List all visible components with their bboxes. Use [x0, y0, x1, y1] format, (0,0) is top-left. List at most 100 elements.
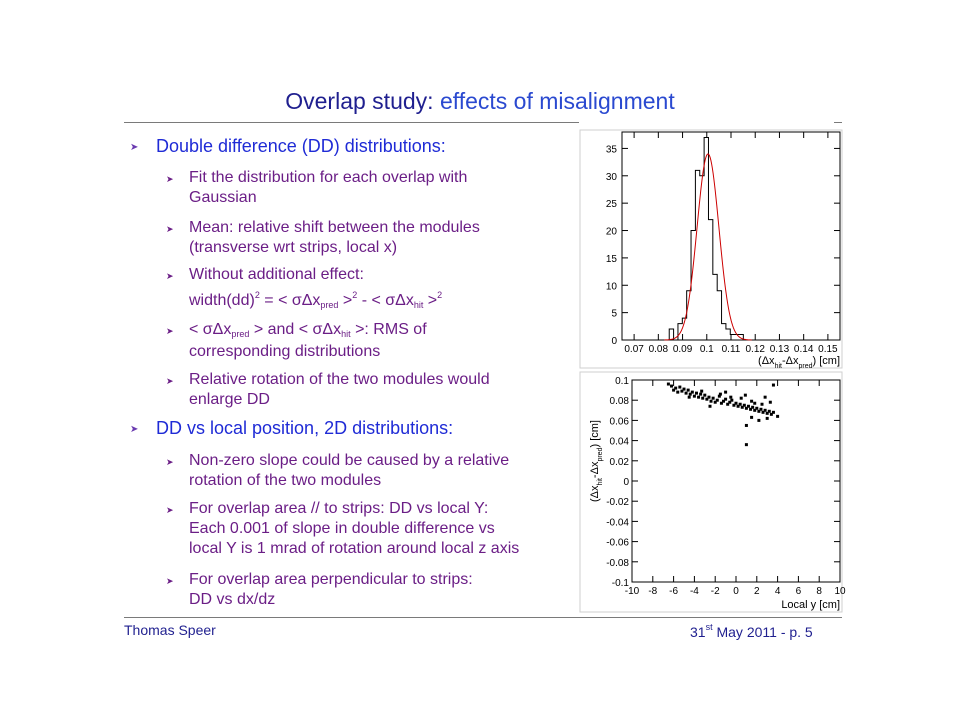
x-tick-label: -10	[625, 586, 640, 597]
bullet-arrow-icon: ➤	[166, 576, 174, 586]
y-tick-label: -0.08	[606, 558, 629, 569]
scatter-point	[736, 404, 740, 408]
scatter-point	[734, 401, 738, 405]
subbullet-line: For overlap area perpendicular to strips…	[189, 571, 473, 588]
y-tick-label: 0.02	[610, 457, 630, 468]
scatter-point	[768, 400, 772, 404]
scatter-point	[776, 414, 780, 418]
x-tick-label: -8	[648, 586, 657, 597]
bullet-arrow-icon: ➤	[166, 326, 174, 336]
subbullet-line: Each 0.001 of slope in double difference…	[189, 520, 495, 537]
scatter-point	[674, 386, 678, 390]
scatter-point	[759, 407, 763, 411]
scatter-point	[699, 392, 703, 396]
scatter-point	[763, 395, 767, 399]
bullet-arrow-icon: ➤	[166, 174, 174, 184]
slide-title: Overlap study: effects of misalignment	[0, 88, 960, 115]
scatter-point	[755, 406, 759, 410]
scatter-point	[711, 396, 715, 400]
formula-sub: hit	[341, 329, 351, 339]
scatter-frame	[579, 371, 843, 613]
bullet-text: DD vs local position, 2D distributions:	[156, 418, 454, 438]
scatter-point	[682, 387, 686, 391]
formula-part: - < σΔx	[357, 292, 414, 309]
scatter-point	[743, 393, 747, 397]
x-tick-label: 0.1	[700, 344, 714, 355]
formula-part: >	[338, 292, 353, 309]
scatter-point	[726, 402, 730, 406]
scatter-point	[686, 388, 690, 392]
gaussian-fit-curve	[664, 153, 752, 341]
title-part-1: Overlap study:	[285, 88, 440, 114]
scatter-point	[753, 401, 757, 405]
scatter-point	[760, 402, 764, 406]
y-tick-label: 20	[606, 227, 618, 238]
scatter-point	[765, 416, 769, 420]
bullet-text: Double difference (DD) distributions:	[156, 136, 446, 156]
subbullet-line: Non-zero slope could be caused by a rela…	[189, 452, 510, 469]
scatter-point	[749, 407, 753, 411]
y-tick-label: 0	[611, 336, 617, 347]
formula-sup: 2	[437, 290, 443, 300]
scatter-point	[692, 394, 696, 398]
y-tick-label: -0.04	[606, 517, 629, 528]
formula-part: >: RMS of	[350, 321, 427, 338]
y-tick-label: 0.08	[610, 396, 630, 407]
scatter-point	[705, 397, 709, 401]
subbullet-line: Mean: relative shift between the modules	[189, 219, 480, 236]
scatter-point	[746, 404, 750, 408]
scatter-point	[744, 406, 748, 410]
scatter-point	[763, 408, 767, 412]
x-tick-label: 6	[796, 586, 802, 597]
scatter-point	[690, 390, 694, 394]
y-tick-label: -0.06	[606, 538, 629, 549]
scatter-point	[751, 405, 755, 409]
formula-part: width(dd)	[189, 292, 255, 309]
rms-formula: < σΔxpred > and < σΔxhit >: RMS of	[189, 320, 427, 344]
formula-sup: 2	[352, 290, 358, 300]
subbullet-line: Gaussian	[189, 189, 257, 206]
scatter-point	[700, 389, 704, 393]
scatter-plot: -0.1 -0.08 -0.06 -0.04 -0.02 0 0.02 0.04 0.06 0.0…	[579, 371, 846, 613]
x-tick-label: -6	[669, 586, 678, 597]
scatter-point	[678, 385, 682, 389]
footer-day-sup: st	[705, 622, 713, 632]
formula-sup: 2	[254, 290, 260, 300]
title-divider	[124, 122, 579, 123]
y-tick-label: 30	[606, 172, 618, 183]
x-tick-label: 0.13	[770, 344, 790, 355]
subbullet-line: Without additional effect:	[189, 266, 364, 283]
scatter-point	[684, 391, 688, 395]
y-tick-label: 15	[606, 254, 618, 265]
bullet-arrow-icon: ➤	[166, 457, 174, 467]
scatter-point	[687, 395, 691, 399]
scatter-point	[724, 390, 728, 394]
x-tick-label: -2	[711, 586, 720, 597]
scatter-point	[697, 395, 701, 399]
y-tick-label: 5	[611, 309, 617, 320]
y-tick-label: 0.1	[615, 376, 629, 387]
footer-day: 31	[690, 624, 706, 640]
x-tick-label: 4	[775, 586, 781, 597]
formula-sub: pred	[320, 300, 339, 310]
scatter-point	[740, 405, 744, 409]
scatter-point	[732, 403, 736, 407]
formula-part: > and < σΔx	[249, 321, 342, 338]
x-tick-label: 0.09	[673, 344, 693, 355]
scatter-point	[728, 400, 732, 404]
scatter-point	[757, 409, 761, 413]
scatter-point	[694, 391, 698, 395]
y-axis-label: (Δxhit-Δxpred) [cm]	[589, 420, 604, 502]
scatter-point	[739, 396, 743, 400]
x-tick-label: 0.11	[722, 344, 741, 355]
scatter-point	[771, 383, 775, 387]
x-tick-label: 0.12	[745, 344, 765, 355]
x-axis-label: Local y [cm]	[781, 599, 840, 611]
y-tick-label: 35	[606, 144, 618, 155]
scatter-point	[718, 392, 722, 396]
bullet-arrow-icon: ➤	[166, 376, 174, 386]
title-divider-right	[834, 122, 842, 123]
y-tick-label: 25	[606, 199, 618, 210]
x-tick-label: 0.15	[818, 344, 838, 355]
scatter-point	[769, 412, 773, 416]
